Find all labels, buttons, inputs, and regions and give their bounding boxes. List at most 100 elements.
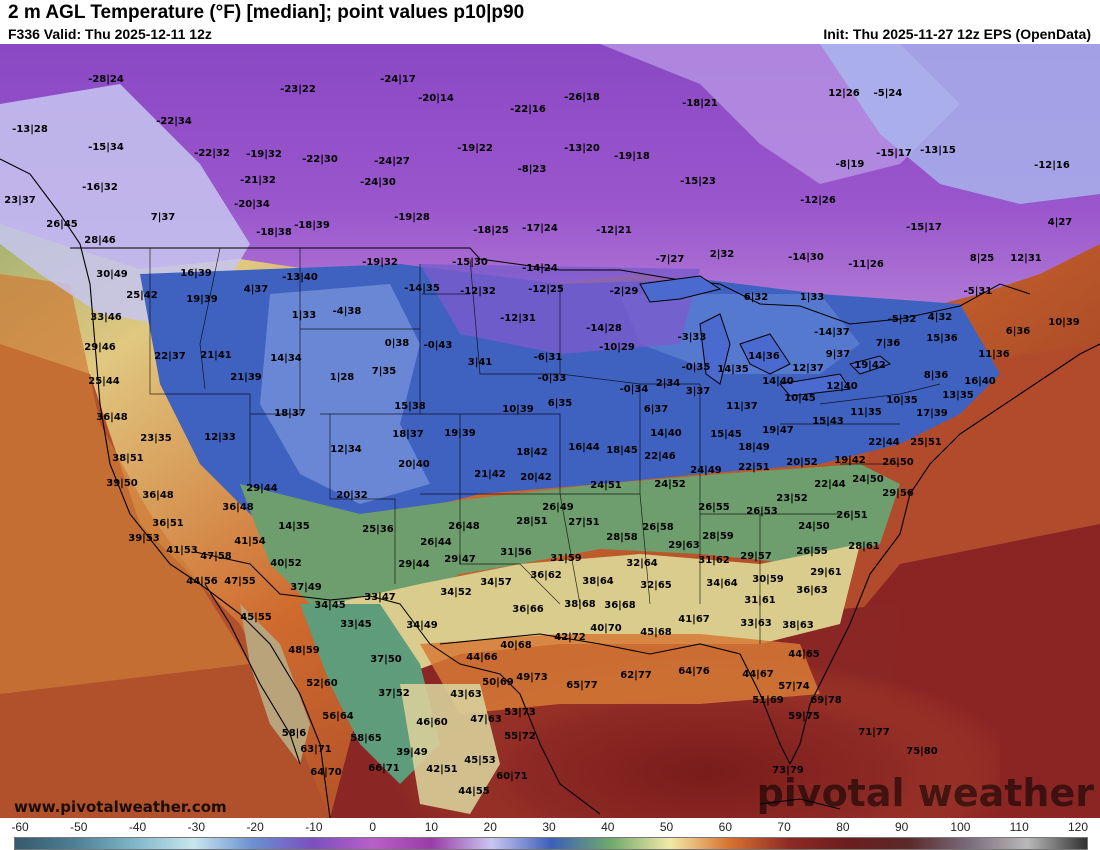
point-value: 24|51 <box>590 480 622 491</box>
point-value: 7|36 <box>876 338 901 349</box>
colorbar-tick: 110 <box>1009 820 1029 834</box>
point-value: 11|35 <box>850 407 882 418</box>
colorbar-tick: 20 <box>483 820 497 834</box>
point-value: 22|37 <box>154 351 186 362</box>
point-value: 40|52 <box>270 558 302 569</box>
point-value: 28|46 <box>84 235 116 246</box>
point-value: -19|28 <box>394 212 430 223</box>
point-value: 36|51 <box>152 518 184 529</box>
point-value: 64|70 <box>310 767 342 778</box>
point-value: -11|26 <box>848 259 884 270</box>
point-value: 23|37 <box>4 195 36 206</box>
point-value: 20|40 <box>398 459 430 470</box>
point-value: 14|34 <box>270 353 302 364</box>
point-value: -12|32 <box>460 286 496 297</box>
point-value: -10|29 <box>599 342 635 353</box>
point-value: -16|32 <box>82 182 118 193</box>
point-value: 36|48 <box>142 490 174 501</box>
point-value: 44|56 <box>186 576 218 587</box>
point-value: 22|46 <box>644 451 676 462</box>
point-value: 4|32 <box>928 312 953 323</box>
point-value: 23|52 <box>776 493 808 504</box>
point-value: -8|23 <box>518 164 547 175</box>
point-value: 56|64 <box>322 711 354 722</box>
point-value: 26|48 <box>448 521 480 532</box>
point-value: 13|35 <box>942 390 974 401</box>
point-value: 16|39 <box>180 268 212 279</box>
colorbar-tick: 40 <box>601 820 615 834</box>
point-value: 22|44 <box>868 437 900 448</box>
point-value: 21|42 <box>474 469 506 480</box>
point-value: 58|65 <box>350 733 382 744</box>
point-value: -12|31 <box>500 313 536 324</box>
colorbar-tick: 90 <box>894 820 909 834</box>
point-value: 43|63 <box>450 689 482 700</box>
colorbar-tick: 0 <box>369 820 376 834</box>
point-value: -14|35 <box>404 283 440 294</box>
point-value: -18|25 <box>473 225 509 236</box>
point-value: 41|67 <box>678 614 710 625</box>
point-value: 0|38 <box>385 338 410 349</box>
point-value: -4|38 <box>333 306 362 317</box>
point-value: 14|40 <box>762 376 794 387</box>
point-value: 41|53 <box>166 545 198 556</box>
point-value: 30|59 <box>752 574 784 585</box>
point-value: -5|31 <box>964 286 993 297</box>
point-value: 58|6 <box>282 728 307 739</box>
point-value: 39|49 <box>396 747 428 758</box>
point-value: -15|17 <box>876 148 912 159</box>
point-value: 38|63 <box>782 620 814 631</box>
point-value: 24|52 <box>654 479 686 490</box>
point-value: 44|67 <box>742 669 774 680</box>
great-lakes <box>639 275 892 397</box>
point-value: 25|36 <box>362 524 394 535</box>
point-value: 29|46 <box>84 342 116 353</box>
point-value: -19|18 <box>614 151 650 162</box>
colorbar-tick: 70 <box>777 820 791 834</box>
point-value: 62|77 <box>620 670 652 681</box>
point-value: 37|50 <box>370 654 402 665</box>
point-value: 29|47 <box>444 554 476 565</box>
coastlines <box>0 158 1100 818</box>
point-value: 4|37 <box>244 284 269 295</box>
point-value: 15|36 <box>926 333 958 344</box>
colorbar-tick: 120 <box>1067 820 1089 834</box>
temperature-map[interactable]: -28|24 -23|22 -24|17 -20|14 -26|18 -18|21 -13|… <box>0 44 1100 818</box>
point-value: 15|45 <box>710 429 742 440</box>
point-value: -14|37 <box>814 327 850 338</box>
point-value: 6|36 <box>1006 326 1031 337</box>
mexico-yellow-field <box>400 684 500 814</box>
point-value: 18|37 <box>274 408 306 419</box>
point-value: 26|55 <box>796 546 828 557</box>
point-value: -14|28 <box>586 323 622 334</box>
colorbar-tick: -50 <box>70 820 88 834</box>
point-value: 12|40 <box>826 381 858 392</box>
point-value: 57|74 <box>778 681 810 692</box>
point-value: -24|30 <box>360 177 396 188</box>
point-value: 41|54 <box>234 536 266 547</box>
point-value: 3|37 <box>686 386 711 397</box>
point-value: -24|27 <box>374 156 410 167</box>
point-value: 42|51 <box>426 764 458 775</box>
point-value: 10|39 <box>1048 317 1080 328</box>
point-value: -0|43 <box>424 340 453 351</box>
map-header: 2 m AGL Temperature (°F) [median]; point… <box>0 0 1100 44</box>
colorbar-tick: 60 <box>718 820 733 834</box>
point-value: 31|61 <box>744 595 776 606</box>
point-value: 26|45 <box>46 219 78 230</box>
point-value: 73|79 <box>772 765 804 776</box>
rockies-light-field <box>260 284 430 504</box>
point-value: 14|35 <box>717 364 749 375</box>
point-value: -19|32 <box>246 149 282 160</box>
point-value: -12|21 <box>596 225 632 236</box>
point-value: 25|42 <box>126 290 158 301</box>
point-value: 2|34 <box>656 378 681 389</box>
point-value: 47|55 <box>224 576 256 587</box>
point-value: 4|27 <box>1048 217 1073 228</box>
point-value: 22|51 <box>738 462 770 473</box>
point-value: 28|51 <box>516 516 548 527</box>
point-value: 42|72 <box>554 632 586 643</box>
point-value: 60|71 <box>496 771 528 782</box>
point-value: 29|61 <box>810 567 842 578</box>
point-value: -5|32 <box>888 314 917 325</box>
